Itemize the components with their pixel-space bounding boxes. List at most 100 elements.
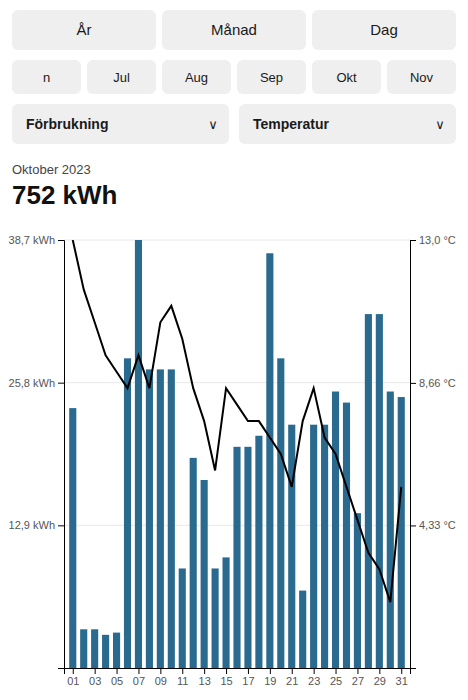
x-axis-tick-label: 11 [177,675,188,687]
bar [201,480,208,668]
month-button-box[interactable] [387,60,456,94]
bar [135,240,142,668]
bar [266,253,273,668]
x-axis-tick: 23 [308,668,320,687]
plot-area [69,240,405,668]
bar [299,591,306,668]
x-axis-tick-mark [160,668,161,674]
bar [310,425,317,668]
bar [190,458,197,668]
tab-label[interactable]: År [77,21,92,38]
y2-axis-tick-label: 13,0 °C [419,234,456,246]
month-button-box[interactable] [162,60,231,94]
y-axis-tick-label: 12,9 kWh [9,519,55,531]
tab-label[interactable]: Dag [370,21,398,38]
bar [179,568,186,668]
x-axis-tick: 31 [396,668,408,687]
x-axis-tick-mark [248,668,249,674]
y2-axis-tick-mark [410,383,416,384]
y-axis-tick-mark [58,240,64,241]
dropdown-box[interactable] [12,104,229,144]
page: ÅrMånadDagnJulAugSepOktNovFörbrukning∨Te… [0,0,468,700]
y-axis-tick-label: 25,8 kWh [9,377,55,389]
x-axis-tick: 01 [67,668,79,687]
x-axis-tick: 05 [111,668,123,687]
x-axis-tick-mark [314,668,315,674]
bar [332,392,339,668]
x-axis-tick: 07 [133,668,145,687]
month-button-label[interactable]: Okt [336,70,357,85]
dropdown-chevron[interactable]: ∨ [208,117,218,132]
bar [157,369,164,668]
x-axis-tick-label: 13 [199,675,211,687]
x-axis-tick-mark [204,668,205,674]
tab-box[interactable] [12,10,156,50]
month-button[interactable]: n [12,60,81,94]
bar [91,629,98,668]
x-axis-tick: 09 [155,668,167,687]
x-axis-tick: 13 [199,668,211,687]
month-button-label[interactable]: n [43,70,50,85]
month-button[interactable]: Nov [387,60,456,94]
x-axis-tick: 15 [220,668,232,687]
y-axis-line [58,241,65,669]
month-button[interactable]: Sep [237,60,306,94]
month-button-box[interactable] [12,60,81,94]
bar [233,447,240,668]
x-axis-tick-label: 21 [286,675,298,687]
y-axis-tick: 38,7 kWh [9,234,64,246]
bar-series [69,240,405,668]
y-axis-tick-mark [58,525,64,526]
bar [222,557,229,668]
x-axis-tick: 19 [264,668,276,687]
dropdown-box[interactable] [239,104,456,144]
tab[interactable]: Månad [162,10,306,50]
month-button[interactable]: Jul [87,60,156,94]
tab-label[interactable]: Månad [211,21,257,38]
month-button[interactable]: Okt [312,60,381,94]
y2-axis-tick-mark [410,240,416,241]
x-axis-tick-label: 15 [220,675,232,687]
month-button-label[interactable]: Jul [113,70,130,85]
x-axis-tick-mark [379,668,380,674]
y-axis-tick: 12,9 kWh [9,519,64,531]
x-axis-tick: 11 [177,668,188,687]
month-button-box[interactable] [87,60,156,94]
tab-box[interactable] [162,10,306,50]
month-button[interactable]: Aug [162,60,231,94]
y2-axis: 4,33 °C8,66 °C13,0 °C [410,234,456,668]
month-button-label[interactable]: Sep [260,70,283,85]
month-button-box[interactable] [312,60,381,94]
tab[interactable]: År [12,10,156,50]
x-axis-tick-label: 29 [374,675,386,687]
dropdown-chevron[interactable]: ∨ [435,117,445,132]
title: 752 kWh [12,180,118,210]
bar [212,568,219,668]
y2-axis-line [411,241,417,669]
dropdown[interactable]: Temperatur ∨ [239,104,456,144]
x-axis-tick-mark [357,668,358,674]
bar [321,425,328,668]
x-axis-tick: 21 [286,668,298,687]
month-button-box[interactable] [237,60,306,94]
bar [146,369,153,668]
bar [69,408,76,668]
month-button-label[interactable]: Aug [185,70,208,85]
bar [102,635,109,668]
bar [277,358,284,668]
y-axis: 12,9 kWh 25,8 kWh 38,7 kWh [9,234,65,668]
y2-axis-tick-label: 4,33 °C [419,519,456,531]
bar [365,314,372,668]
bar [244,447,251,668]
dropdown-label[interactable]: Temperatur [253,116,330,132]
tab-box[interactable] [312,10,456,50]
bar [398,397,405,668]
dropdown-label[interactable]: Förbrukning [26,116,108,132]
y-axis-tick-mark [58,383,64,384]
bar [288,425,295,668]
tab[interactable]: Dag [312,10,456,50]
dropdown[interactable]: Förbrukning ∨ [12,104,229,144]
month-button-label[interactable]: Nov [410,70,434,85]
x-axis-tick-label: 31 [396,675,408,687]
x-axis-tick-mark [138,668,139,674]
